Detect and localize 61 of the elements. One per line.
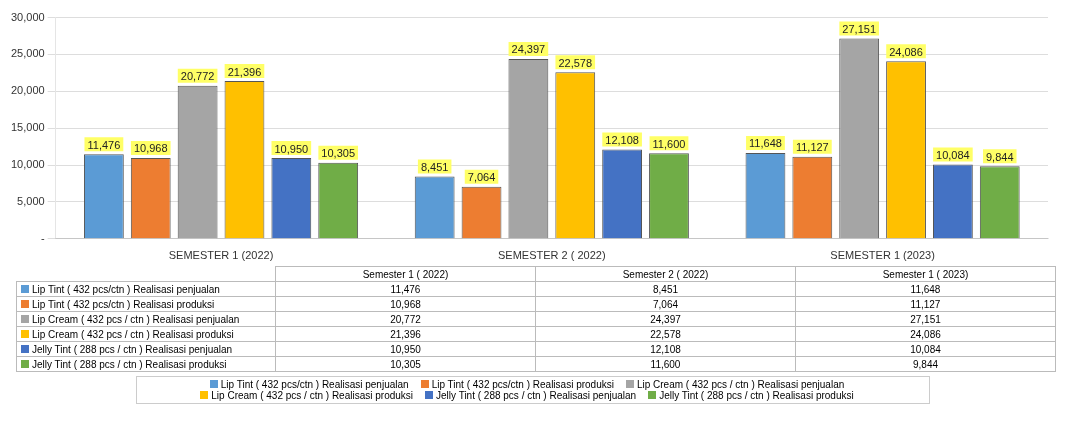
text: 12,108 (650, 343, 681, 355)
text: Semester 1 ( 2023) (795, 266, 1056, 282)
text: 10,084 (910, 343, 941, 355)
text: 10,305 (390, 358, 421, 370)
text: 10,950 (390, 343, 421, 355)
y-tick-label: 5,000 (17, 194, 45, 207)
data-label: 11,127 (795, 141, 829, 154)
y-tick-label: 15,000 (10, 121, 45, 134)
text: 22,578 (650, 328, 681, 340)
text: Jelly Tint ( 288 pcs / ctn ) Realisasi produksi (32, 358, 227, 370)
legend-label: Lip Tint ( 432 pcs/ctn ) Realisasi penjualan (32, 283, 220, 295)
data-label: 10,305 (321, 147, 356, 160)
legend-label: Lip Cream ( 432 pcs / ctn ) Realisasi penjualan (32, 313, 240, 325)
text: 11,648 (910, 283, 941, 295)
text: 11,476 (390, 283, 421, 295)
legend-label: Lip Cream ( 432 pcs / ctn ) Realisasi produksi (32, 328, 234, 340)
text: 8,451 (652, 283, 679, 295)
x-tick-label: SEMESTER 1 (2022) (168, 249, 274, 262)
text: 7,064 (652, 298, 679, 310)
text: 10,968 (390, 298, 421, 310)
y-tick-label: 30,000 (10, 10, 45, 23)
data-label: 9,844 (985, 150, 1014, 163)
y-tick-label: 10,000 (10, 158, 45, 171)
data-label: 22,578 (558, 56, 593, 69)
text: Lip Cream ( 432 pcs / ctn ) Realisasi produksi (211, 390, 414, 401)
text: 20,772 (390, 313, 421, 325)
text: Lip Tint ( 432 pcs/ctn ) Realisasi produksi (431, 379, 614, 390)
text: Lip Cream ( 432 pcs / ctn ) Realisasi penjualan (636, 379, 845, 390)
y-tick-label: - (40, 231, 45, 244)
data-label: 7,064 (467, 171, 496, 184)
text: Lip Tint ( 432 pcs/ctn ) Realisasi penjualan (220, 379, 409, 390)
data-label: 11,648 (749, 137, 782, 150)
text: 11,600 (650, 358, 681, 370)
text: 24,397 (650, 313, 681, 325)
data-label: 10,968 (133, 142, 168, 155)
data-label: 11,476 (87, 138, 121, 151)
x-tick-label: SEMESTER 1 (2023) (830, 249, 935, 262)
text: Semester 1 ( 2022) (275, 266, 536, 282)
text: Jelly Tint ( 288 pcs / ctn ) Realisasi penjualan (436, 390, 637, 401)
data-label: 12,108 (605, 134, 639, 147)
legend-label: Jelly Tint ( 288 pcs / ctn ) Realisasi penjualan (32, 343, 233, 355)
data-label: 11,600 (652, 137, 686, 150)
data-label: 24,397 (511, 43, 546, 56)
data-label: 20,772 (180, 70, 215, 83)
data-label: 10,950 (274, 142, 309, 155)
legend-label: Jelly Tint ( 288 pcs / ctn ) Realisasi produksi (659, 390, 854, 401)
y-tick-label: 20,000 (10, 84, 45, 97)
text: 11,127 (910, 298, 941, 310)
data-label: 27,151 (842, 23, 876, 36)
data-label: 8,451 (420, 161, 449, 174)
text: 9,844 (912, 358, 939, 370)
data-label: 10,084 (936, 148, 970, 161)
text: 21,396 (390, 328, 421, 340)
x-tick-label: SEMESTER 2 ( 2022) (498, 249, 606, 262)
y-tick-label: 25,000 (10, 47, 45, 60)
legend-label: Lip Tint ( 432 pcs/ctn ) Realisasi produksi (32, 298, 215, 310)
data-label: 21,396 (227, 65, 262, 78)
text: 27,151 (910, 313, 941, 325)
text: Semester 2 ( 2022) (535, 266, 796, 282)
text: 24,086 (910, 328, 941, 340)
data-label: 24,086 (889, 45, 923, 58)
